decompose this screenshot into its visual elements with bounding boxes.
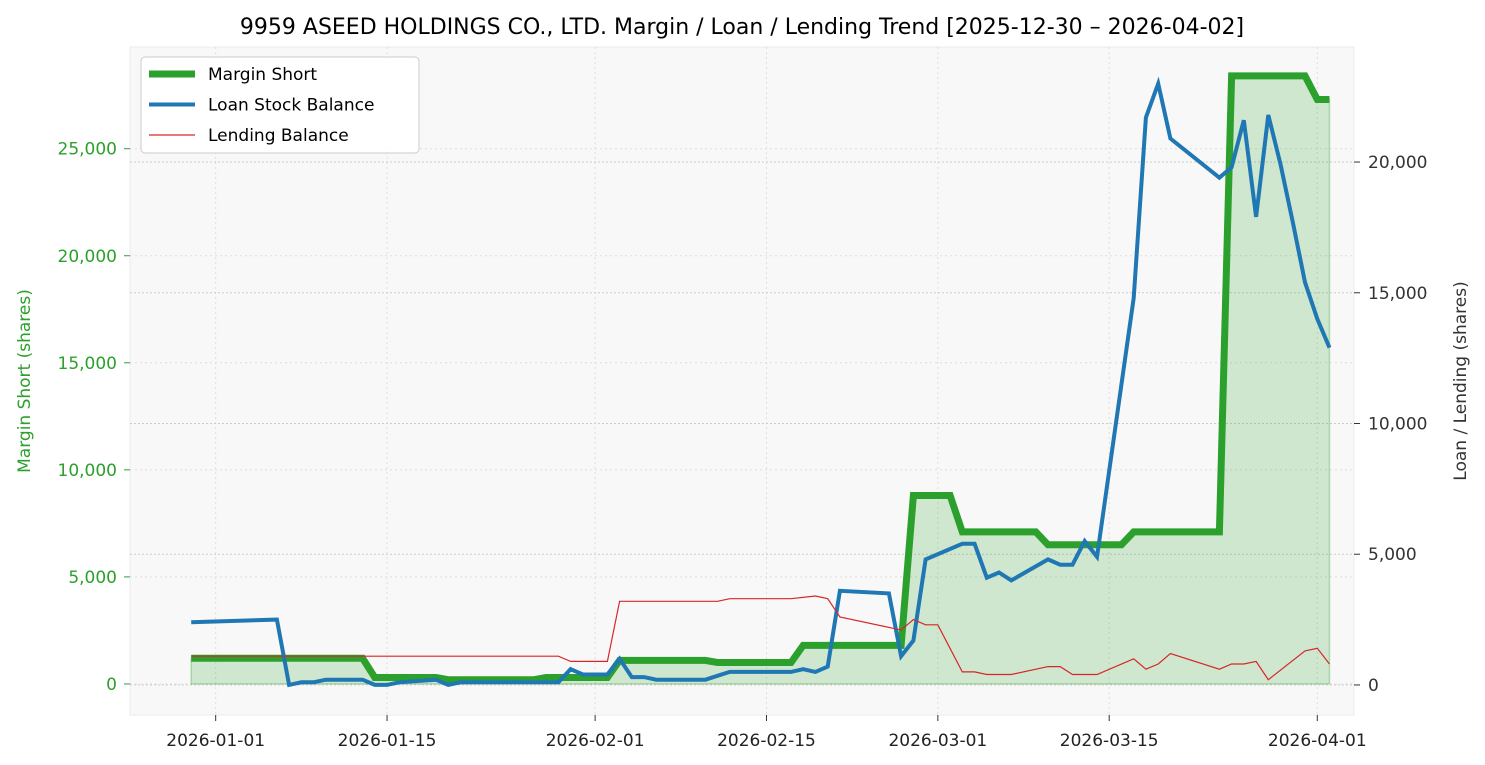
x-tick-label: 2026-01-01 [166, 731, 265, 751]
legend: Margin Short Loan Stock Balance Lending Ba… [140, 56, 420, 154]
y-left-tick-label: 15,000 [58, 354, 117, 374]
left-y-axis: 0 5,000 10,000 15,000 20,000 25,000 [58, 140, 130, 695]
y-right-tick-label: 15,000 [1368, 284, 1427, 304]
x-axis: 2026-01-01 2026-01-15 2026-02-01 2026-02-15… [166, 715, 1367, 751]
loan-stock-balance-line [191, 76, 1332, 688]
y-left-tick-label: 5,000 [68, 568, 117, 588]
y-right-tick-label: 5,000 [1368, 545, 1417, 565]
legend-label-loan-stock-balance: Loan Stock Balance [208, 96, 374, 116]
margin-short-line [191, 72, 1330, 684]
y-left-tick-label: 25,000 [58, 140, 117, 160]
y-left-tick-label: 20,000 [58, 247, 117, 267]
left-y-axis-label: Margin Short (shares) [15, 289, 35, 473]
plot-area [129, 46, 1355, 716]
legend-label-margin-short: Margin Short [208, 65, 317, 85]
x-tick-label: 2026-02-15 [717, 731, 816, 751]
chart-title: 9959 ASEED HOLDINGS CO., LTD. Margin / L… [240, 15, 1244, 40]
right-y-axis-label: Loan / Lending (shares) [1451, 281, 1471, 480]
y-right-tick-label: 10,000 [1368, 414, 1427, 434]
right-y-axis: 0 5,000 10,000 15,000 20,000 [1354, 153, 1427, 696]
y-left-tick-label: 10,000 [58, 461, 117, 481]
legend-label-lending-balance: Lending Balance [208, 126, 349, 146]
x-tick-label: 2026-04-01 [1268, 731, 1367, 751]
legend-box [140, 56, 420, 154]
x-tick-label: 2026-01-15 [338, 731, 437, 751]
y-left-tick-label: 0 [106, 675, 117, 695]
y-right-tick-label: 20,000 [1368, 153, 1427, 173]
lending-balance-line [191, 595, 1330, 681]
x-tick-label: 2026-03-15 [1060, 731, 1159, 751]
x-tick-label: 2026-03-01 [888, 731, 987, 751]
series-lines [191, 72, 1332, 688]
grid-lines [130, 47, 1354, 715]
x-tick-label: 2026-02-01 [546, 731, 645, 751]
y-right-tick-label: 0 [1368, 676, 1379, 696]
